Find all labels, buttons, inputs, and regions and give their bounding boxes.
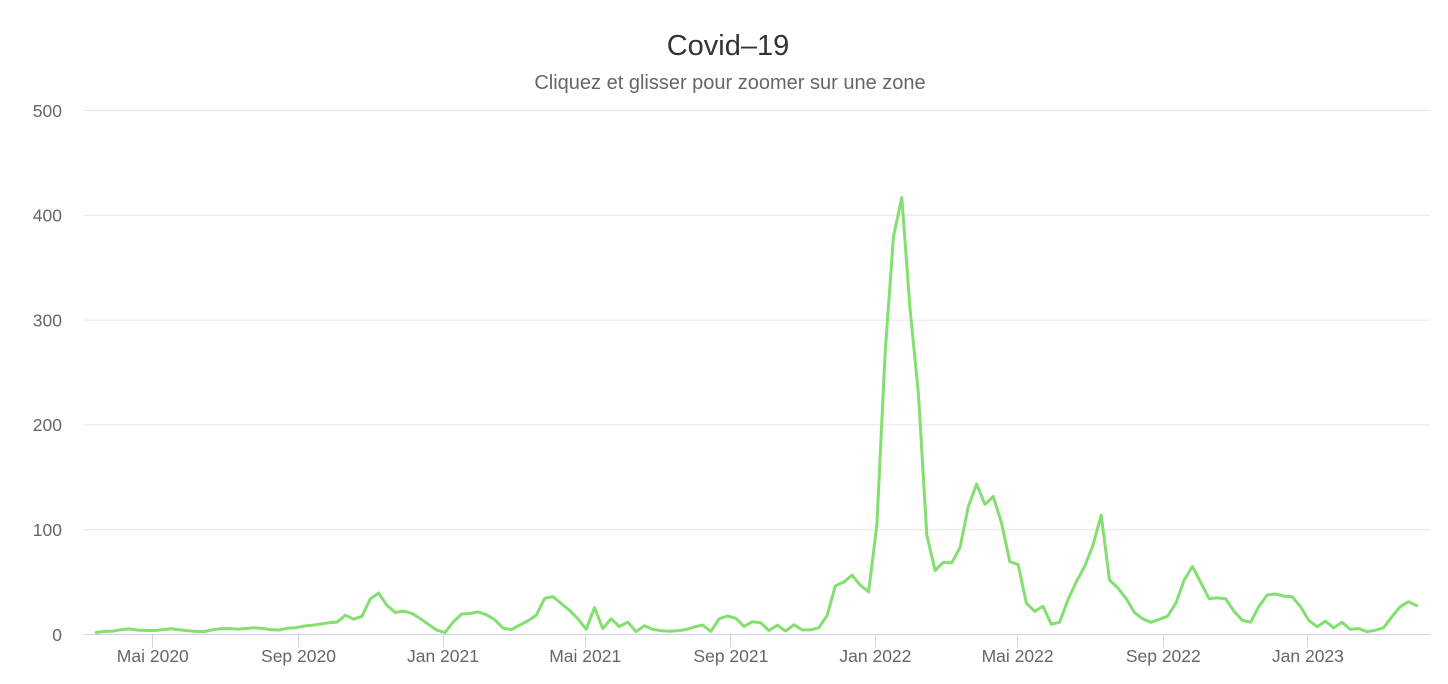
svg-text:300: 300 <box>33 310 62 330</box>
svg-text:Mai 2022: Mai 2022 <box>982 646 1054 666</box>
svg-text:Jan 2023: Jan 2023 <box>1272 646 1344 666</box>
svg-text:Jan 2021: Jan 2021 <box>407 646 479 666</box>
svg-text:Sep 2020: Sep 2020 <box>261 646 336 666</box>
svg-text:500: 500 <box>33 101 62 121</box>
svg-text:Covid–19: Covid–19 <box>667 30 790 62</box>
svg-text:0: 0 <box>52 625 62 645</box>
svg-text:200: 200 <box>33 415 62 435</box>
svg-text:Sep 2022: Sep 2022 <box>1126 646 1201 666</box>
svg-text:100: 100 <box>33 520 62 540</box>
svg-text:Cliquez et glisser pour zoomer: Cliquez et glisser pour zoomer sur une z… <box>534 72 925 94</box>
svg-text:Mai 2021: Mai 2021 <box>549 646 621 666</box>
svg-text:Sep 2021: Sep 2021 <box>693 646 768 666</box>
svg-text:Jan 2022: Jan 2022 <box>839 646 911 666</box>
svg-text:400: 400 <box>33 206 62 226</box>
svg-text:Mai 2020: Mai 2020 <box>117 646 189 666</box>
